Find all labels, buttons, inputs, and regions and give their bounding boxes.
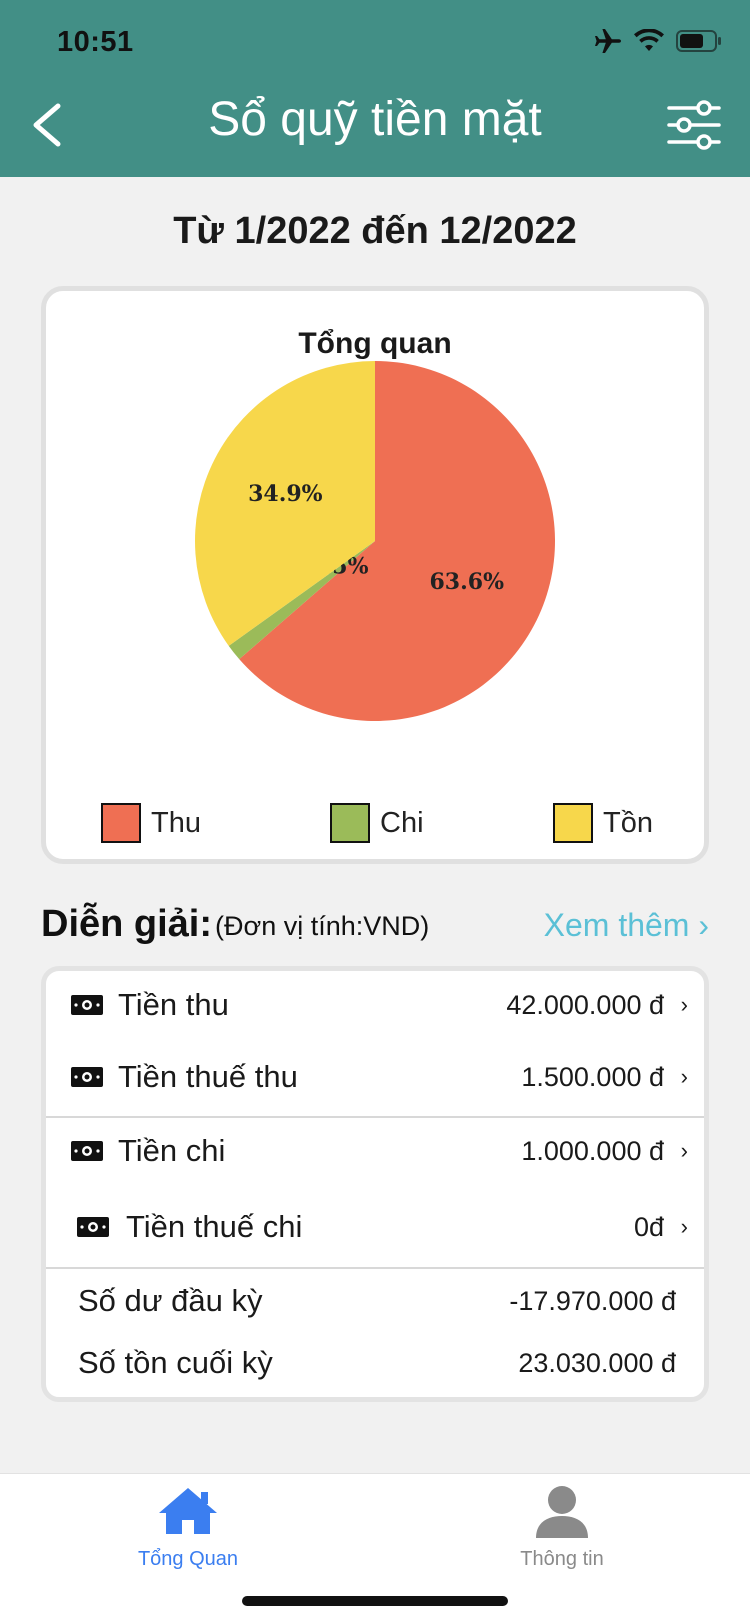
money-icon [71, 995, 103, 1015]
legend-label-chi: Chi [380, 806, 424, 839]
pie-label-tồn: 34.9% [248, 481, 323, 507]
pie-slice-thu [239, 361, 556, 721]
page-title: Sổ quỹ tiền mặt [208, 93, 542, 146]
money-icon [71, 1141, 103, 1161]
chevron-right-icon: › [680, 1138, 688, 1163]
balance-label: Số tồn cuối kỳ [78, 1345, 273, 1380]
details-card: Tiền thu 42.000.000 đ › Tiền thuế thu 1.… [41, 966, 709, 1402]
balance-value: 23.030.000 đ [518, 1347, 676, 1378]
row-value: 42.000.000 đ [506, 989, 664, 1020]
balance-label: Số dư đầu kỳ [78, 1283, 263, 1318]
divider [46, 1116, 704, 1118]
row-value: 1.000.000 đ [521, 1135, 664, 1166]
balance-value: -17.970.000 đ [509, 1285, 676, 1316]
legend-item-thu: Thu [101, 803, 201, 843]
see-more-link[interactable]: Xem thêm › [543, 907, 709, 943]
person-icon [536, 1486, 588, 1538]
divider [46, 1267, 704, 1269]
filter-settings-icon[interactable] [666, 98, 722, 152]
legend-label-ton: Tồn [603, 806, 653, 839]
period-range: Từ 1/2022 đến 12/2022 [173, 210, 577, 252]
row-label: Tiền thu [118, 987, 229, 1022]
legend-swatch-ton [553, 803, 593, 843]
money-icon [77, 1217, 109, 1237]
app-header: 10:51 Sổ quỹ tiền mặt [0, 0, 750, 177]
row-opening-balance: Số dư đầu kỳ -17.970.000 đ [46, 1271, 704, 1331]
wifi-icon [634, 29, 664, 51]
chevron-right-icon: › [680, 1214, 688, 1239]
legend-item-ton: Tồn [553, 803, 653, 843]
row-label: Tiền thuế thu [118, 1059, 298, 1094]
battery-icon [676, 30, 721, 52]
tab-thong-tin[interactable]: Thông tin [452, 1474, 672, 1584]
row-tien-thu[interactable]: Tiền thu 42.000.000 đ › [46, 975, 704, 1035]
chart-title: Tổng quan [298, 327, 452, 360]
pie-slice-chi [228, 541, 375, 660]
status-icons [594, 28, 722, 54]
row-tien-thue-thu[interactable]: Tiền thuế thu 1.500.000 đ › [46, 1047, 704, 1107]
row-value: 0đ [633, 1211, 664, 1242]
details-title: Diễn giải: [41, 903, 213, 945]
row-label: Tiền thuế chi [126, 1209, 303, 1244]
details-header: Diễn giải: (Đơn vị tính:VND) Xem thêm › [41, 903, 709, 953]
tab-label: Tổng Quan [137, 1548, 239, 1570]
chevron-right-icon: › [680, 1064, 688, 1089]
overview-chart-card: Tổng quan 63.6%1.5%34.9% Thu Chi Tồn [41, 286, 709, 864]
airplane-icon [595, 29, 621, 53]
chevron-right-icon: › [680, 992, 688, 1017]
pie-label-thu: 63.6% [429, 569, 504, 595]
home-indicator [242, 1596, 508, 1606]
tab-tong-quan[interactable]: Tổng Quan [78, 1474, 298, 1584]
home-icon [159, 1488, 217, 1534]
legend-label-thu: Thu [151, 806, 201, 839]
row-tien-thue-chi[interactable]: Tiền thuế chi 0đ › [46, 1197, 704, 1257]
money-icon [71, 1067, 103, 1087]
row-closing-balance: Số tồn cuối kỳ 23.030.000 đ [46, 1333, 704, 1393]
legend-swatch-chi [330, 803, 370, 843]
row-label: Tiền chi [118, 1133, 226, 1168]
chart-legend: Thu Chi Tồn [46, 803, 704, 847]
legend-item-chi: Chi [330, 803, 424, 843]
pie-slice-tồn [195, 361, 375, 646]
back-button[interactable] [24, 98, 74, 152]
status-time: 10:51 [57, 26, 134, 58]
pie-chart: 63.6%1.5%34.9% [195, 361, 556, 721]
row-tien-chi[interactable]: Tiền chi 1.000.000 đ › [46, 1121, 704, 1181]
tab-label: Thông tin [520, 1548, 604, 1570]
row-value: 1.500.000 đ [521, 1061, 664, 1092]
legend-swatch-thu [101, 803, 141, 843]
details-unit: (Đơn vị tính:VND) [215, 911, 430, 941]
